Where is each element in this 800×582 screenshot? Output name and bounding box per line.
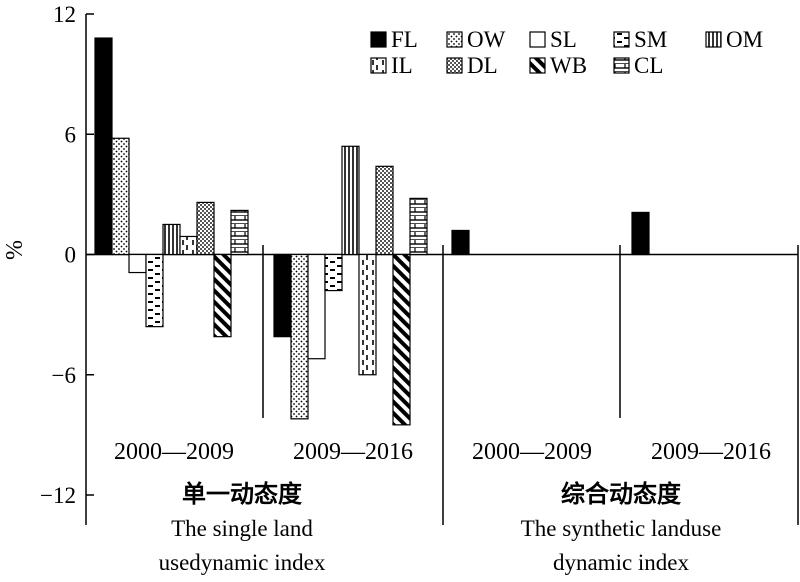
bar-ow-group-1	[111, 137, 130, 256]
bar-cl-group-1	[230, 209, 249, 256]
bar-dl-group-2	[375, 165, 394, 256]
legend-label: SL	[550, 27, 577, 52]
legend-swatch	[529, 31, 546, 48]
bar-sm-group-1	[145, 253, 164, 328]
section-title-cn: 单一动态度	[182, 480, 303, 508]
legend-swatch	[705, 31, 722, 48]
legend-swatch	[613, 57, 630, 74]
group-label: 2009—2016	[651, 439, 771, 465]
bar-fl-group-3	[451, 229, 470, 256]
bar-il-group-1	[179, 235, 198, 256]
y-tick-label: 12	[53, 2, 76, 27]
group-label: 2000—2009	[472, 439, 592, 465]
section-titles: 单一动态度 The single land usedynamic index 综合动态…	[159, 480, 722, 575]
section-title-en-line1: The single land	[171, 516, 313, 541]
bar-fl-group-2	[273, 253, 292, 338]
legend-label: SM	[634, 27, 667, 52]
legend-item-cl: CL	[613, 53, 663, 78]
bar-fl-group-4	[631, 211, 650, 256]
y-tick-label: −12	[40, 483, 76, 508]
legend-item-il: IL	[370, 53, 413, 78]
bar-dl-group-1	[196, 201, 215, 256]
bar-fl-group-1	[94, 37, 113, 256]
legend-swatch	[370, 57, 387, 74]
legend-label: OW	[467, 27, 506, 52]
group-label: 2009—2016	[293, 439, 413, 465]
legend-label: OM	[726, 27, 763, 52]
y-tick-label: 0	[65, 243, 77, 268]
group-separators	[262, 245, 799, 525]
legend-swatch	[529, 57, 546, 74]
legend-swatch	[446, 31, 463, 48]
y-tick-label: −6	[52, 363, 76, 388]
legend-label: WB	[550, 53, 587, 78]
y-tick-label: 6	[65, 122, 77, 147]
bar-om-group-1	[162, 223, 181, 256]
legend-label: FL	[391, 27, 418, 52]
legend-swatch	[370, 31, 387, 48]
legend: FL OW SL SM OM IL DL WB CL	[370, 27, 763, 78]
legend-item-sl: SL	[529, 27, 577, 52]
legend-item-dl: DL	[446, 53, 498, 78]
legend-swatch	[446, 57, 463, 74]
bar-sl-group-1	[128, 253, 147, 274]
bar-wb-group-2	[392, 253, 411, 426]
legend-item-sm: SM	[613, 27, 667, 52]
bar-sm-group-2	[324, 253, 343, 292]
section-title-en-line2: dynamic index	[553, 550, 690, 575]
y-ticks: 12 6 0 −6 −12	[40, 2, 94, 508]
bar-ow-group-2	[290, 253, 309, 420]
section-title-cn: 综合动态度	[561, 480, 682, 508]
bar-wb-group-1	[213, 253, 232, 338]
bar-om-group-2	[341, 145, 360, 256]
legend-swatch	[613, 31, 630, 48]
section-title-en-line2: usedynamic index	[159, 550, 326, 575]
legend-label: CL	[634, 53, 663, 78]
group-labels: 2000—2009 2009—2016 2000—2009 2009—2016	[114, 439, 771, 465]
bar-sl-group-2	[307, 253, 326, 360]
group-label: 2000—2009	[114, 439, 234, 465]
bar-cl-group-2	[409, 197, 428, 256]
legend-label: IL	[391, 53, 413, 78]
legend-item-wb: WB	[529, 53, 587, 78]
legend-item-om: OM	[705, 27, 763, 52]
section-title-en-line1: The synthetic landuse	[521, 516, 722, 541]
legend-item-fl: FL	[370, 27, 418, 52]
y-axis-label: %	[2, 240, 28, 260]
legend-item-ow: OW	[446, 27, 506, 52]
bar-il-group-2	[358, 253, 377, 376]
legend-label: DL	[467, 53, 498, 78]
bars	[94, 37, 650, 426]
